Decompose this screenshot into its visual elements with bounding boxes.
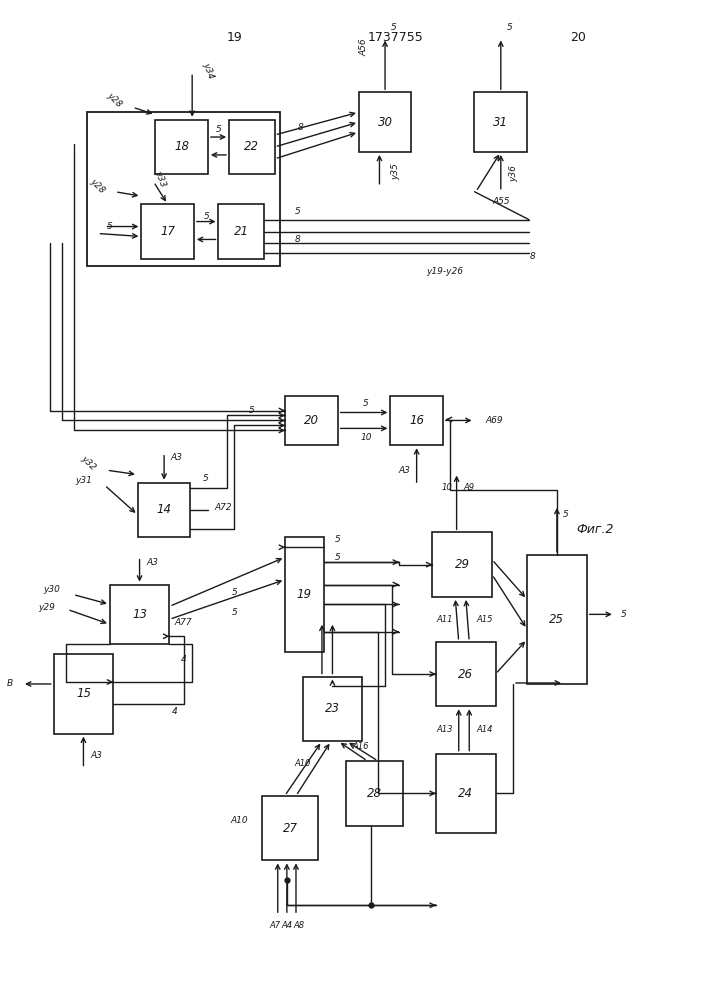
Text: 13: 13 (132, 608, 147, 621)
Text: 10: 10 (361, 433, 372, 442)
Text: B: B (7, 679, 13, 688)
Bar (527, 555, 587, 684)
Text: 31: 31 (493, 116, 508, 129)
Text: у28: у28 (88, 177, 107, 195)
Text: 15: 15 (76, 687, 91, 700)
Text: у28: у28 (105, 91, 124, 109)
Text: 4: 4 (181, 655, 187, 664)
Text: А3: А3 (171, 453, 182, 462)
Bar (303, 677, 362, 741)
Text: 5: 5 (563, 510, 568, 519)
Text: А3: А3 (398, 466, 410, 475)
Text: 26: 26 (458, 668, 473, 681)
Text: А11: А11 (437, 615, 453, 624)
Text: у36: у36 (509, 165, 518, 182)
Text: у35: у35 (391, 163, 400, 180)
Bar (285, 537, 324, 652)
Text: 18: 18 (174, 140, 189, 153)
Text: у29: у29 (38, 603, 55, 612)
Bar (358, 92, 411, 152)
Text: у30: у30 (43, 585, 60, 594)
Text: А8: А8 (293, 921, 304, 930)
Text: у33: у33 (153, 169, 168, 188)
Text: А4: А4 (281, 921, 293, 930)
Bar (433, 532, 492, 597)
Text: 8: 8 (298, 123, 304, 132)
Text: 19: 19 (297, 588, 312, 601)
Bar (474, 92, 527, 152)
Text: 14: 14 (157, 503, 172, 516)
Text: А55: А55 (492, 197, 510, 206)
Text: 5: 5 (231, 608, 237, 617)
Bar (138, 483, 190, 537)
Text: А7: А7 (269, 921, 281, 930)
Text: 5: 5 (249, 406, 255, 415)
Text: А56: А56 (360, 39, 368, 56)
Text: А13: А13 (437, 725, 453, 734)
Text: А10: А10 (295, 759, 311, 768)
Text: 5: 5 (335, 535, 341, 544)
Bar (436, 754, 496, 833)
Text: 5: 5 (620, 610, 626, 619)
Bar (87, 112, 280, 266)
Text: 28: 28 (367, 787, 382, 800)
Text: 21: 21 (234, 225, 249, 238)
Text: 5: 5 (363, 399, 369, 408)
Text: 30: 30 (378, 116, 392, 129)
Text: Фиг.2: Фиг.2 (577, 523, 614, 536)
Bar (262, 796, 318, 860)
Text: 5: 5 (335, 553, 341, 562)
Text: А69: А69 (485, 416, 503, 425)
Text: у19-у26: у19-у26 (426, 267, 463, 276)
Bar (346, 761, 402, 826)
Text: 5: 5 (506, 23, 512, 32)
Text: 5: 5 (203, 474, 209, 483)
Text: 25: 25 (549, 613, 564, 626)
Text: 8: 8 (295, 235, 300, 244)
Bar (390, 396, 443, 445)
Text: А16: А16 (352, 742, 369, 751)
Bar (110, 585, 170, 644)
Text: А9: А9 (464, 483, 475, 492)
Text: 5: 5 (295, 207, 300, 216)
Text: 27: 27 (283, 822, 298, 835)
Text: у32: у32 (79, 454, 98, 472)
Text: А72: А72 (215, 503, 233, 512)
Bar (141, 204, 194, 259)
Bar (218, 204, 264, 259)
Text: 1737755: 1737755 (368, 31, 423, 44)
Text: у31: у31 (76, 476, 93, 485)
Text: А10: А10 (230, 816, 248, 825)
Text: 5: 5 (231, 588, 237, 597)
Text: у34: у34 (201, 61, 216, 80)
Bar (436, 642, 496, 706)
Text: 23: 23 (325, 702, 340, 715)
Text: 19: 19 (226, 31, 242, 44)
Text: А15: А15 (477, 615, 493, 624)
Text: 22: 22 (245, 140, 259, 153)
Bar (285, 396, 338, 445)
Text: 5: 5 (107, 222, 112, 231)
Text: 5: 5 (204, 212, 209, 221)
Text: 4: 4 (172, 707, 177, 716)
Text: А14: А14 (477, 725, 493, 734)
Bar (54, 654, 113, 734)
Text: 10: 10 (441, 483, 452, 492)
Text: 20: 20 (570, 31, 586, 44)
Bar (229, 120, 274, 174)
Text: 24: 24 (458, 787, 473, 800)
Text: 20: 20 (304, 414, 319, 427)
Text: 8: 8 (530, 252, 535, 261)
Text: 5: 5 (216, 125, 222, 134)
Text: А3: А3 (90, 751, 102, 760)
Text: А3: А3 (146, 558, 158, 567)
Text: 17: 17 (160, 225, 175, 238)
Text: 29: 29 (455, 558, 469, 571)
Text: А77: А77 (175, 618, 192, 627)
Text: 16: 16 (409, 414, 424, 427)
Text: 5: 5 (390, 23, 397, 32)
Bar (156, 120, 208, 174)
